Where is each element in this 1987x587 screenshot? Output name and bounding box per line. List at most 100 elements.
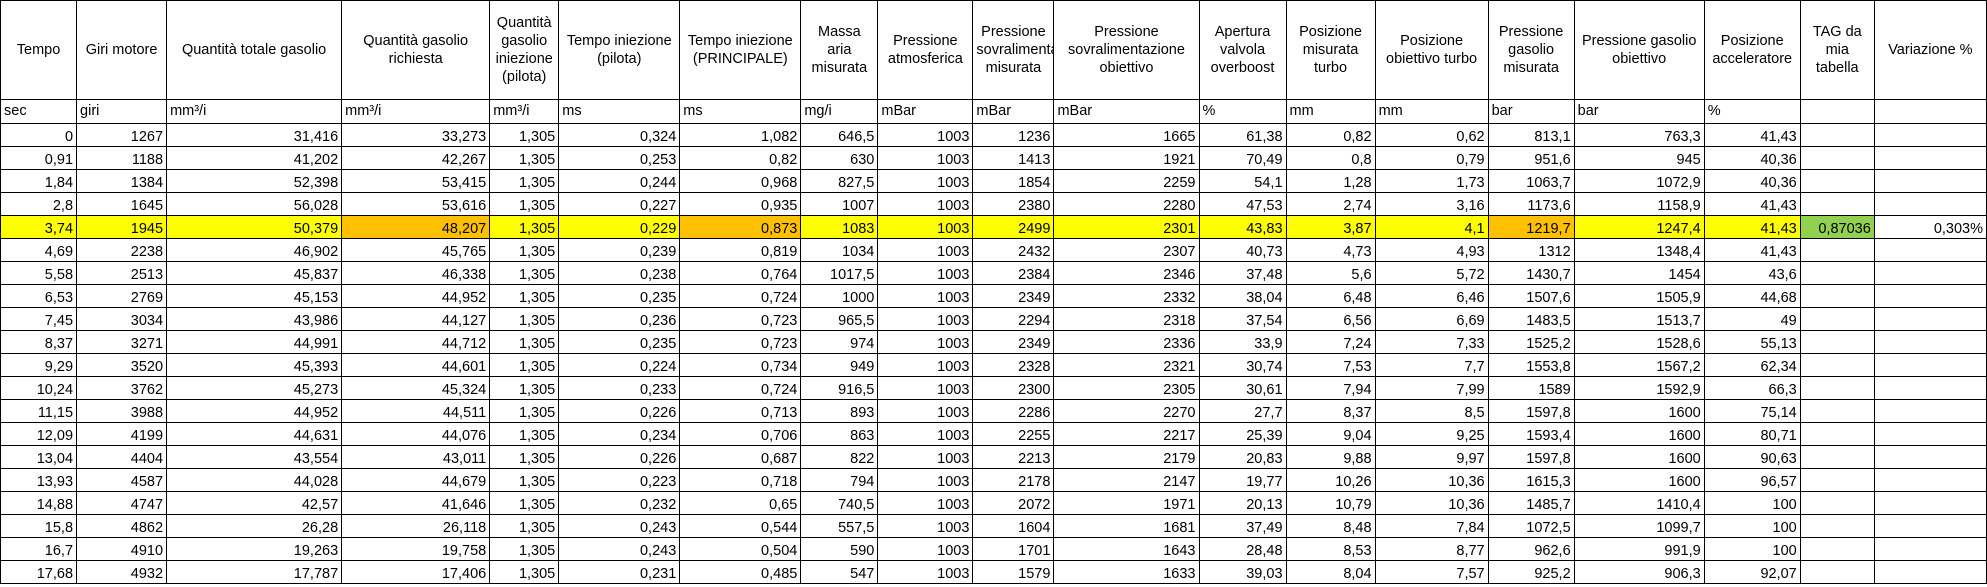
table-cell[interactable]: 44,076	[341, 422, 491, 446]
table-cell[interactable]: 17,406	[341, 560, 491, 584]
table-cell[interactable]: 0,79	[1374, 146, 1489, 170]
table-cell[interactable]: 3,87	[1285, 215, 1376, 239]
table-cell[interactable]: 1384	[76, 169, 168, 193]
table-cell[interactable]: 39,03	[1198, 560, 1287, 584]
table-cell[interactable]: 1645	[76, 192, 168, 216]
table-cell[interactable]: 4932	[76, 560, 168, 584]
table-cell[interactable]: 1017,5	[800, 261, 879, 285]
table-cell[interactable]	[1799, 146, 1875, 170]
column-header[interactable]: Tempo iniezione (PRINCIPALE)	[679, 0, 802, 100]
table-cell[interactable]: 1,305	[489, 307, 560, 331]
table-cell[interactable]: 2270	[1053, 399, 1200, 423]
table-cell[interactable]: 7,45	[0, 307, 78, 331]
table-cell[interactable]: 1173,6	[1487, 192, 1575, 216]
table-cell[interactable]: 25,39	[1198, 422, 1287, 446]
table-cell[interactable]: 1600	[1573, 468, 1705, 492]
table-cell[interactable]	[1873, 307, 1987, 331]
table-cell[interactable]: 1665	[1053, 123, 1200, 147]
table-cell[interactable]: 1430,7	[1487, 261, 1575, 285]
table-cell[interactable]	[1799, 537, 1875, 561]
table-cell[interactable]: 4199	[76, 422, 168, 446]
table-cell[interactable]: 40,36	[1703, 146, 1801, 170]
table-cell[interactable]	[1873, 146, 1987, 170]
table-cell[interactable]: 1507,6	[1487, 284, 1575, 308]
table-cell[interactable]: 1,305	[489, 514, 560, 538]
table-cell[interactable]	[1873, 192, 1987, 216]
unit-cell[interactable]: mm³/i	[166, 99, 343, 124]
table-cell[interactable]: 1454	[1573, 261, 1705, 285]
table-cell[interactable]: 6,46	[1374, 284, 1489, 308]
table-cell[interactable]: 92,07	[1703, 560, 1801, 584]
table-cell[interactable]: 0,504	[679, 537, 802, 561]
table-cell[interactable]	[1799, 445, 1875, 469]
table-cell[interactable]	[1799, 261, 1875, 285]
table-cell[interactable]: 1,305	[489, 422, 560, 446]
table-cell[interactable]	[1873, 284, 1987, 308]
table-cell[interactable]: 2286	[972, 399, 1055, 423]
table-cell[interactable]: 1,305	[489, 353, 560, 377]
table-cell[interactable]: 1597,8	[1487, 445, 1575, 469]
table-cell[interactable]: 4747	[76, 491, 168, 515]
table-cell[interactable]: 13,04	[0, 445, 78, 469]
table-cell[interactable]: 2147	[1053, 468, 1200, 492]
table-cell[interactable]: 2,8	[0, 192, 78, 216]
table-cell[interactable]	[1873, 238, 1987, 262]
table-cell[interactable]: 863	[800, 422, 879, 446]
table-cell[interactable]: 10,79	[1285, 491, 1376, 515]
unit-cell[interactable]: bar	[1487, 99, 1575, 124]
table-cell[interactable]: 44,511	[341, 399, 491, 423]
table-cell[interactable]: 1681	[1053, 514, 1200, 538]
column-header[interactable]: Pressione atmosferica	[877, 0, 974, 100]
table-cell[interactable]: 0,968	[679, 169, 802, 193]
table-cell[interactable]: 56,028	[166, 192, 343, 216]
table-cell[interactable]: 30,74	[1198, 353, 1287, 377]
unit-cell[interactable]	[1873, 99, 1987, 124]
table-cell[interactable]	[1873, 514, 1987, 538]
table-cell[interactable]: 1003	[877, 146, 974, 170]
column-header[interactable]: Pressione gasolio obiettivo	[1573, 0, 1705, 100]
table-cell[interactable]: 45,765	[341, 238, 491, 262]
table-cell[interactable]: 5,72	[1374, 261, 1489, 285]
table-cell[interactable]: 0,687	[679, 445, 802, 469]
table-cell[interactable]: 0,226	[558, 445, 681, 469]
table-cell[interactable]: 9,88	[1285, 445, 1376, 469]
table-cell[interactable]: 1,305	[489, 215, 560, 239]
table-cell[interactable]: 1567,2	[1573, 353, 1705, 377]
table-cell[interactable]: 8,53	[1285, 537, 1376, 561]
table-cell[interactable]: 794	[800, 468, 879, 492]
table-cell[interactable]: 49	[1703, 307, 1801, 331]
table-cell[interactable]: 1,305	[489, 491, 560, 515]
table-cell[interactable]: 1597,8	[1487, 399, 1575, 423]
unit-cell[interactable]: mg/i	[800, 99, 879, 124]
table-cell[interactable]: 1,305	[489, 560, 560, 584]
column-header[interactable]: Posizione misurata turbo	[1285, 0, 1376, 100]
table-cell[interactable]	[1799, 491, 1875, 515]
table-cell[interactable]: 1553,8	[1487, 353, 1575, 377]
column-header[interactable]: Tempo	[0, 0, 78, 100]
table-cell[interactable]: 1003	[877, 445, 974, 469]
table-cell[interactable]: 16,7	[0, 537, 78, 561]
table-cell[interactable]: 1600	[1573, 399, 1705, 423]
table-cell[interactable]: 1945	[76, 215, 168, 239]
table-cell[interactable]: 44,601	[341, 353, 491, 377]
table-cell[interactable]: 0,229	[558, 215, 681, 239]
table-cell[interactable]	[1873, 560, 1987, 584]
column-header[interactable]: TAG da mia tabella	[1799, 0, 1875, 100]
table-cell[interactable]: 7,57	[1374, 560, 1489, 584]
table-cell[interactable]: 44,952	[341, 284, 491, 308]
table-cell[interactable]: 8,37	[1285, 399, 1376, 423]
table-cell[interactable]: 951,6	[1487, 146, 1575, 170]
table-cell[interactable]: 2179	[1053, 445, 1200, 469]
table-cell[interactable]: 6,53	[0, 284, 78, 308]
table-cell[interactable]: 40,36	[1703, 169, 1801, 193]
unit-cell[interactable]: ms	[558, 99, 681, 124]
column-header[interactable]: Tempo iniezione (pilota)	[558, 0, 681, 100]
table-cell[interactable]: 41,202	[166, 146, 343, 170]
table-cell[interactable]: 1003	[877, 399, 974, 423]
table-cell[interactable]: 44,127	[341, 307, 491, 331]
table-cell[interactable]: 0,243	[558, 537, 681, 561]
table-cell[interactable]: 949	[800, 353, 879, 377]
table-cell[interactable]: 45,324	[341, 376, 491, 400]
table-cell[interactable]: 1003	[877, 123, 974, 147]
table-cell[interactable]: 2346	[1053, 261, 1200, 285]
